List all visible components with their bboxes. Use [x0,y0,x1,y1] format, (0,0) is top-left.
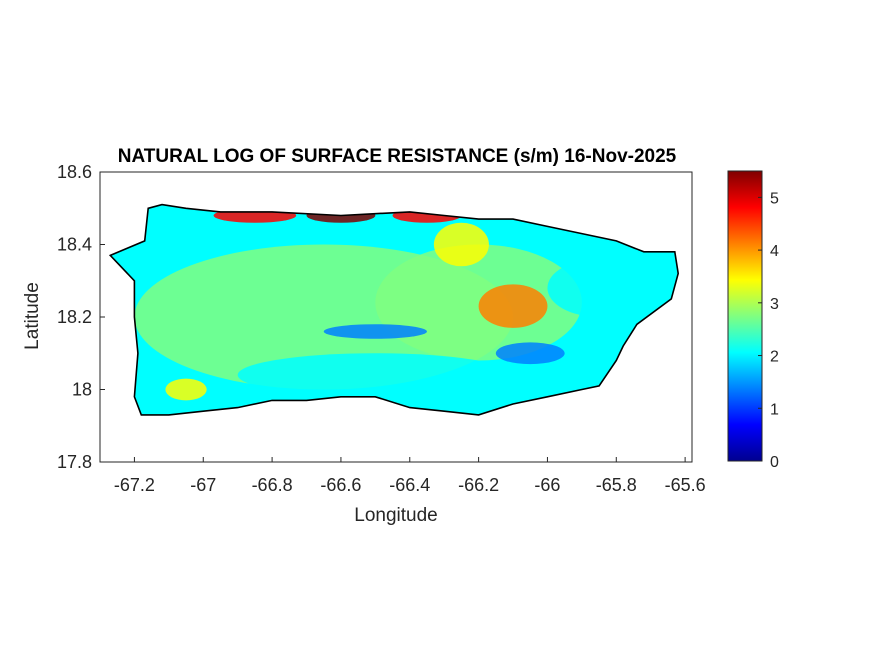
y-tick-label: 17.8 [57,452,92,472]
y-tick-label: 18.4 [57,235,92,255]
colorbar: 0 1 2 3 4 5 [727,170,779,471]
colorbar-tick-label: 0 [770,454,779,471]
colorbar-tick-label: 2 [770,349,779,366]
x-tick-label: -66.2 [458,475,499,495]
value-region-1 [375,244,582,361]
colorbar-gradient [727,170,763,462]
value-region-11 [547,259,651,317]
plot-area: -67.2 -67 -66.8 -66.6 -66.4 -66.2 -66 -65.8 -65.… [57,162,706,495]
value-region-8 [495,342,565,365]
x-tick-label: -65.8 [596,475,637,495]
value-region-9 [165,378,207,401]
x-tick-label: -66 [534,475,560,495]
value-region-5 [478,284,548,328]
island-outline [108,203,680,416]
colorbar-tick-label: 1 [770,401,779,418]
x-tick-label: -65.6 [665,475,706,495]
y-tick-label: 18 [72,380,92,400]
colorbar-tick-label: 4 [770,243,779,260]
value-region-10 [237,353,514,397]
chart-title: NATURAL LOG OF SURFACE RESISTANCE (s/m) … [118,146,677,167]
value-region-6 [433,222,489,267]
y-axis-label: Latitude [22,282,43,350]
x-axis-label: Longitude [354,505,437,526]
y-tick-label: 18.2 [57,307,92,327]
colorbar-tick-label: 3 [770,296,779,313]
x-tick-label: -66.8 [252,475,293,495]
x-ticks: -67.2 -67 -66.8 -66.6 -66.4 -66.2 -66 -65.8 -65.… [114,457,706,495]
colorbar-ticks: 0 1 2 3 4 5 [758,190,779,471]
y-ticks: 17.8 18 18.2 18.4 18.6 [57,162,105,472]
value-region-7 [323,324,427,339]
colorbar-tick-label: 5 [770,190,779,207]
x-tick-label: -66.4 [389,475,430,495]
y-tick-label: 18.6 [57,162,92,182]
x-tick-label: -67.2 [114,475,155,495]
x-tick-label: -66.6 [320,475,361,495]
x-tick-label: -67 [190,475,216,495]
